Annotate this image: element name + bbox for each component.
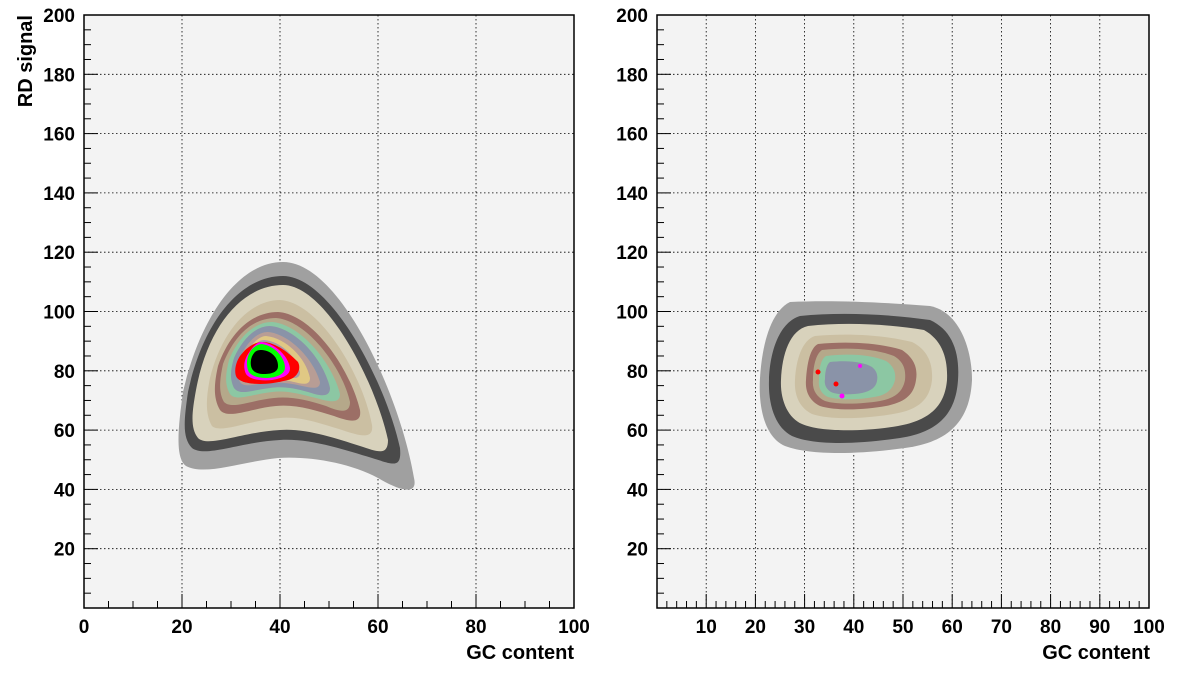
left-ticks	[84, 14, 550, 608]
right-ticks	[657, 14, 1140, 608]
y-tick-label: 200	[43, 6, 75, 27]
right-plot-panel: 20 40 60 80 100 120 140 160 180 200 10 20 30 40 50 60 7…	[616, 6, 1165, 664]
x-tick-label: 40	[269, 617, 290, 638]
y-tick-label: 120	[616, 243, 648, 264]
y-tick-label: 40	[54, 480, 75, 501]
y-tick-label: 140	[616, 184, 648, 205]
y-tick-label: 140	[43, 184, 75, 205]
y-tick-label: 180	[616, 65, 648, 86]
y-tick-label: 120	[43, 243, 75, 264]
y-tick-label: 160	[616, 125, 648, 146]
x-tick-label: 50	[892, 617, 913, 638]
y-tick-label: 40	[627, 480, 648, 501]
right-y-tick-labels: 20 40 60 80 100 120 140 160 180 200	[616, 6, 648, 561]
x-tick-label: 40	[843, 617, 864, 638]
right-contours	[759, 301, 972, 453]
left-y-axis-title: RD signal	[15, 15, 37, 107]
y-tick-label: 80	[627, 362, 648, 383]
right-x-tick-labels: 10 20 30 40 50 60 70 80 90 100	[696, 617, 1165, 638]
x-tick-label: 10	[696, 617, 717, 638]
y-tick-label: 160	[43, 125, 75, 146]
left-contour-level-15	[250, 350, 278, 374]
left-x-axis-title: GC content	[466, 642, 574, 664]
y-tick-label: 60	[54, 421, 75, 442]
x-tick-label: 80	[465, 617, 486, 638]
x-tick-label: 60	[367, 617, 388, 638]
left-x-tick-labels: 0 20 40 60 80 100	[79, 617, 590, 638]
left-contours	[178, 262, 415, 490]
x-tick-label: 100	[1133, 617, 1165, 638]
x-tick-label: 20	[745, 617, 766, 638]
y-tick-label: 20	[54, 540, 75, 561]
right-contour-spot-magenta	[839, 393, 845, 399]
right-contour-spot-red	[833, 381, 839, 387]
x-tick-label: 20	[171, 617, 192, 638]
y-tick-label: 180	[43, 65, 75, 86]
y-tick-label: 200	[616, 6, 648, 27]
y-tick-label: 80	[54, 362, 75, 383]
x-tick-label: 0	[79, 617, 90, 638]
x-tick-label: 70	[991, 617, 1012, 638]
right-contour-level-8	[824, 361, 878, 395]
right-contour-spot-red	[815, 369, 821, 375]
left-grid	[84, 15, 574, 608]
x-tick-label: 30	[794, 617, 815, 638]
x-tick-label: 90	[1089, 617, 1110, 638]
y-tick-label: 60	[627, 421, 648, 442]
x-tick-label: 100	[558, 617, 590, 638]
y-tick-label: 100	[43, 303, 75, 324]
left-y-tick-labels: 20 40 60 80 100 120 140 160 180 200	[43, 6, 75, 561]
right-contour-spot-magenta	[858, 364, 862, 368]
x-tick-label: 60	[942, 617, 963, 638]
x-tick-label: 80	[1040, 617, 1061, 638]
right-x-axis-title: GC content	[1042, 642, 1150, 664]
y-tick-label: 20	[627, 540, 648, 561]
y-tick-label: 100	[616, 303, 648, 324]
